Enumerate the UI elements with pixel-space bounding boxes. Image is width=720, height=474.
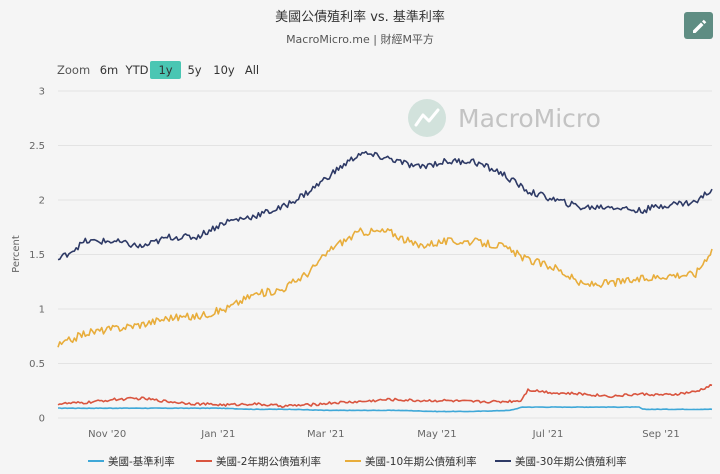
chart-title: 美國公債殖利率 vs. 基準利率: [275, 9, 445, 25]
zoom-button-label: YTD: [125, 63, 149, 77]
series-line: [57, 383, 713, 409]
zoom-button-all[interactable]: All: [245, 63, 259, 77]
logo-trend-glyph: [414, 108, 440, 127]
x-tick-label: Sep '21: [642, 429, 680, 440]
watermark-text: MacroMicro: [458, 104, 601, 133]
legend-item[interactable]: 美國-2年期公債殖利率: [196, 455, 321, 468]
y-tick-label: 2.5: [29, 141, 45, 152]
legend-label: 美國-30年期公債殖利率: [515, 455, 627, 468]
zoom-button-label: 10y: [213, 63, 235, 77]
zoom-button-ytd[interactable]: YTD: [125, 63, 149, 77]
x-axis: Nov '20 Jan '21 Mar '21 May '21 Jul '21 Sep '…: [88, 429, 680, 440]
x-tick-label: May '21: [417, 429, 456, 440]
legend: 美國-基準利率 美國-2年期公債殖利率 美國-10年期公債殖利率 美國-30年期公債殖…: [88, 455, 627, 468]
edit-button[interactable]: [684, 12, 713, 39]
zoom-selected-highlight: [150, 61, 181, 79]
zoom-button-10y[interactable]: 10y: [213, 63, 235, 77]
legend-label: 美國-2年期公債殖利率: [216, 455, 321, 468]
zoom-button-label: 5y: [187, 63, 201, 77]
y-tick-label: 1.5: [29, 250, 45, 261]
y-tick-label: 0.5: [29, 359, 45, 370]
legend-label: 美國-10年期公債殖利率: [365, 455, 477, 468]
legend-item[interactable]: 美國-30年期公債殖利率: [495, 455, 627, 468]
legend-item[interactable]: 美國-10年期公債殖利率: [345, 455, 477, 468]
y-tick-label: 1: [39, 305, 45, 316]
y-axis: 0 0.5 1 1.5 2 2.5 3: [29, 87, 45, 425]
zoom-bar: Zoom 6m YTD 1y 5y 10y All: [57, 61, 259, 79]
chart-subtitle: MacroMicro.me | 財經M平方: [286, 32, 434, 46]
x-tick-label: Mar '21: [307, 429, 345, 440]
series-line: [58, 406, 713, 413]
grid-lines: [58, 90, 712, 419]
x-tick-label: Nov '20: [88, 429, 126, 440]
zoom-button-label: All: [245, 63, 259, 77]
series-line: [57, 227, 713, 348]
series-lines: [57, 150, 713, 413]
y-tick-label: 0: [39, 414, 45, 425]
zoom-button-1y[interactable]: 1y: [150, 61, 181, 79]
x-tick-label: Jan '21: [200, 429, 235, 440]
y-tick-label: 3: [39, 87, 45, 98]
zoom-button-6m[interactable]: 6m: [100, 63, 119, 77]
x-tick-label: Jul '21: [532, 429, 564, 440]
zoom-button-label: 1y: [158, 63, 172, 77]
legend-item[interactable]: 美國-基準利率: [88, 455, 175, 468]
legend-label: 美國-基準利率: [108, 455, 175, 468]
y-tick-label: 2: [39, 196, 45, 207]
zoom-button-label: 6m: [100, 63, 119, 77]
zoom-label: Zoom: [57, 63, 90, 77]
watermark: MacroMicro: [408, 99, 601, 137]
series-line: [57, 150, 713, 261]
pencil-icon: [693, 19, 707, 33]
y-axis-label: Percent: [11, 235, 22, 273]
zoom-button-5y[interactable]: 5y: [187, 63, 201, 77]
